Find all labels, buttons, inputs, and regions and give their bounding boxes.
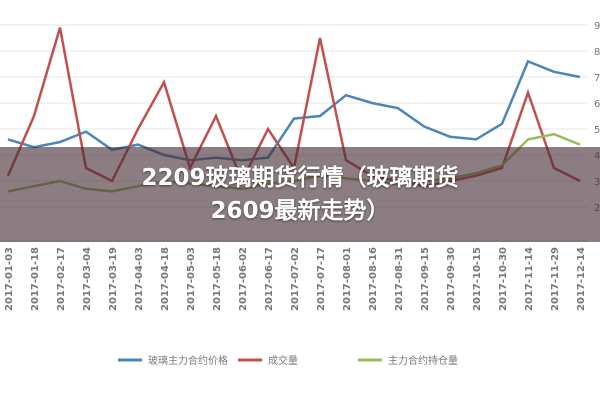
x-tick-label: 2017-08-16: [368, 247, 379, 311]
chart-title: 2209玻璃期货行情（玻璃期货2609最新走势）: [141, 164, 459, 224]
x-tick-label: 2017-01-03: [4, 247, 15, 311]
series-line: [7, 59, 581, 162]
y-tick-label: 5: [594, 125, 600, 136]
x-tick-label: 2017-07-02: [290, 247, 301, 311]
legend-label: 玻璃主力合约价格: [148, 354, 228, 367]
x-tick-label: 2017-04-03: [134, 247, 145, 311]
legend-label: 主力合约持仓量: [388, 354, 458, 367]
x-tick-label: 2017-05-18: [212, 247, 223, 311]
x-tick-label: 2017-11-14: [524, 247, 535, 311]
x-tick-label: 2017-09-30: [446, 247, 457, 311]
x-tick-label: 2017-04-18: [160, 247, 171, 311]
legend-label: 成交量: [268, 354, 298, 367]
x-tick-label: 2017-08-01: [342, 247, 353, 311]
x-tick-label: 2017-01-18: [30, 247, 41, 311]
x-tick-label: 2017-08-31: [394, 247, 405, 311]
x-tick-label: 2017-06-17: [264, 247, 275, 311]
x-tick-label: 2017-10-30: [498, 247, 509, 311]
x-tick-label: 2017-10-15: [472, 247, 483, 311]
y-tick-label: 7: [594, 73, 600, 84]
title-banner: 2209玻璃期货行情（玻璃期货2609最新走势）: [0, 147, 600, 242]
y-tick-label: 6: [594, 99, 600, 110]
y-tick-label: 8: [594, 47, 600, 58]
x-tick-label: 2017-09-15: [420, 247, 431, 311]
x-tick-label: 2017-05-03: [186, 247, 197, 311]
y-tick-label: 9: [594, 21, 600, 32]
x-tick-label: 2017-07-17: [316, 247, 327, 311]
x-tick-label: 2017-12-14: [576, 247, 587, 311]
x-tick-label: 2017-03-04: [82, 247, 93, 311]
x-tick-label: 2017-02-17: [56, 247, 67, 311]
x-tick-label: 2017-03-19: [108, 247, 119, 311]
x-tick-label: 2017-11-29: [550, 247, 561, 311]
x-tick-label: 2017-06-02: [238, 247, 249, 311]
